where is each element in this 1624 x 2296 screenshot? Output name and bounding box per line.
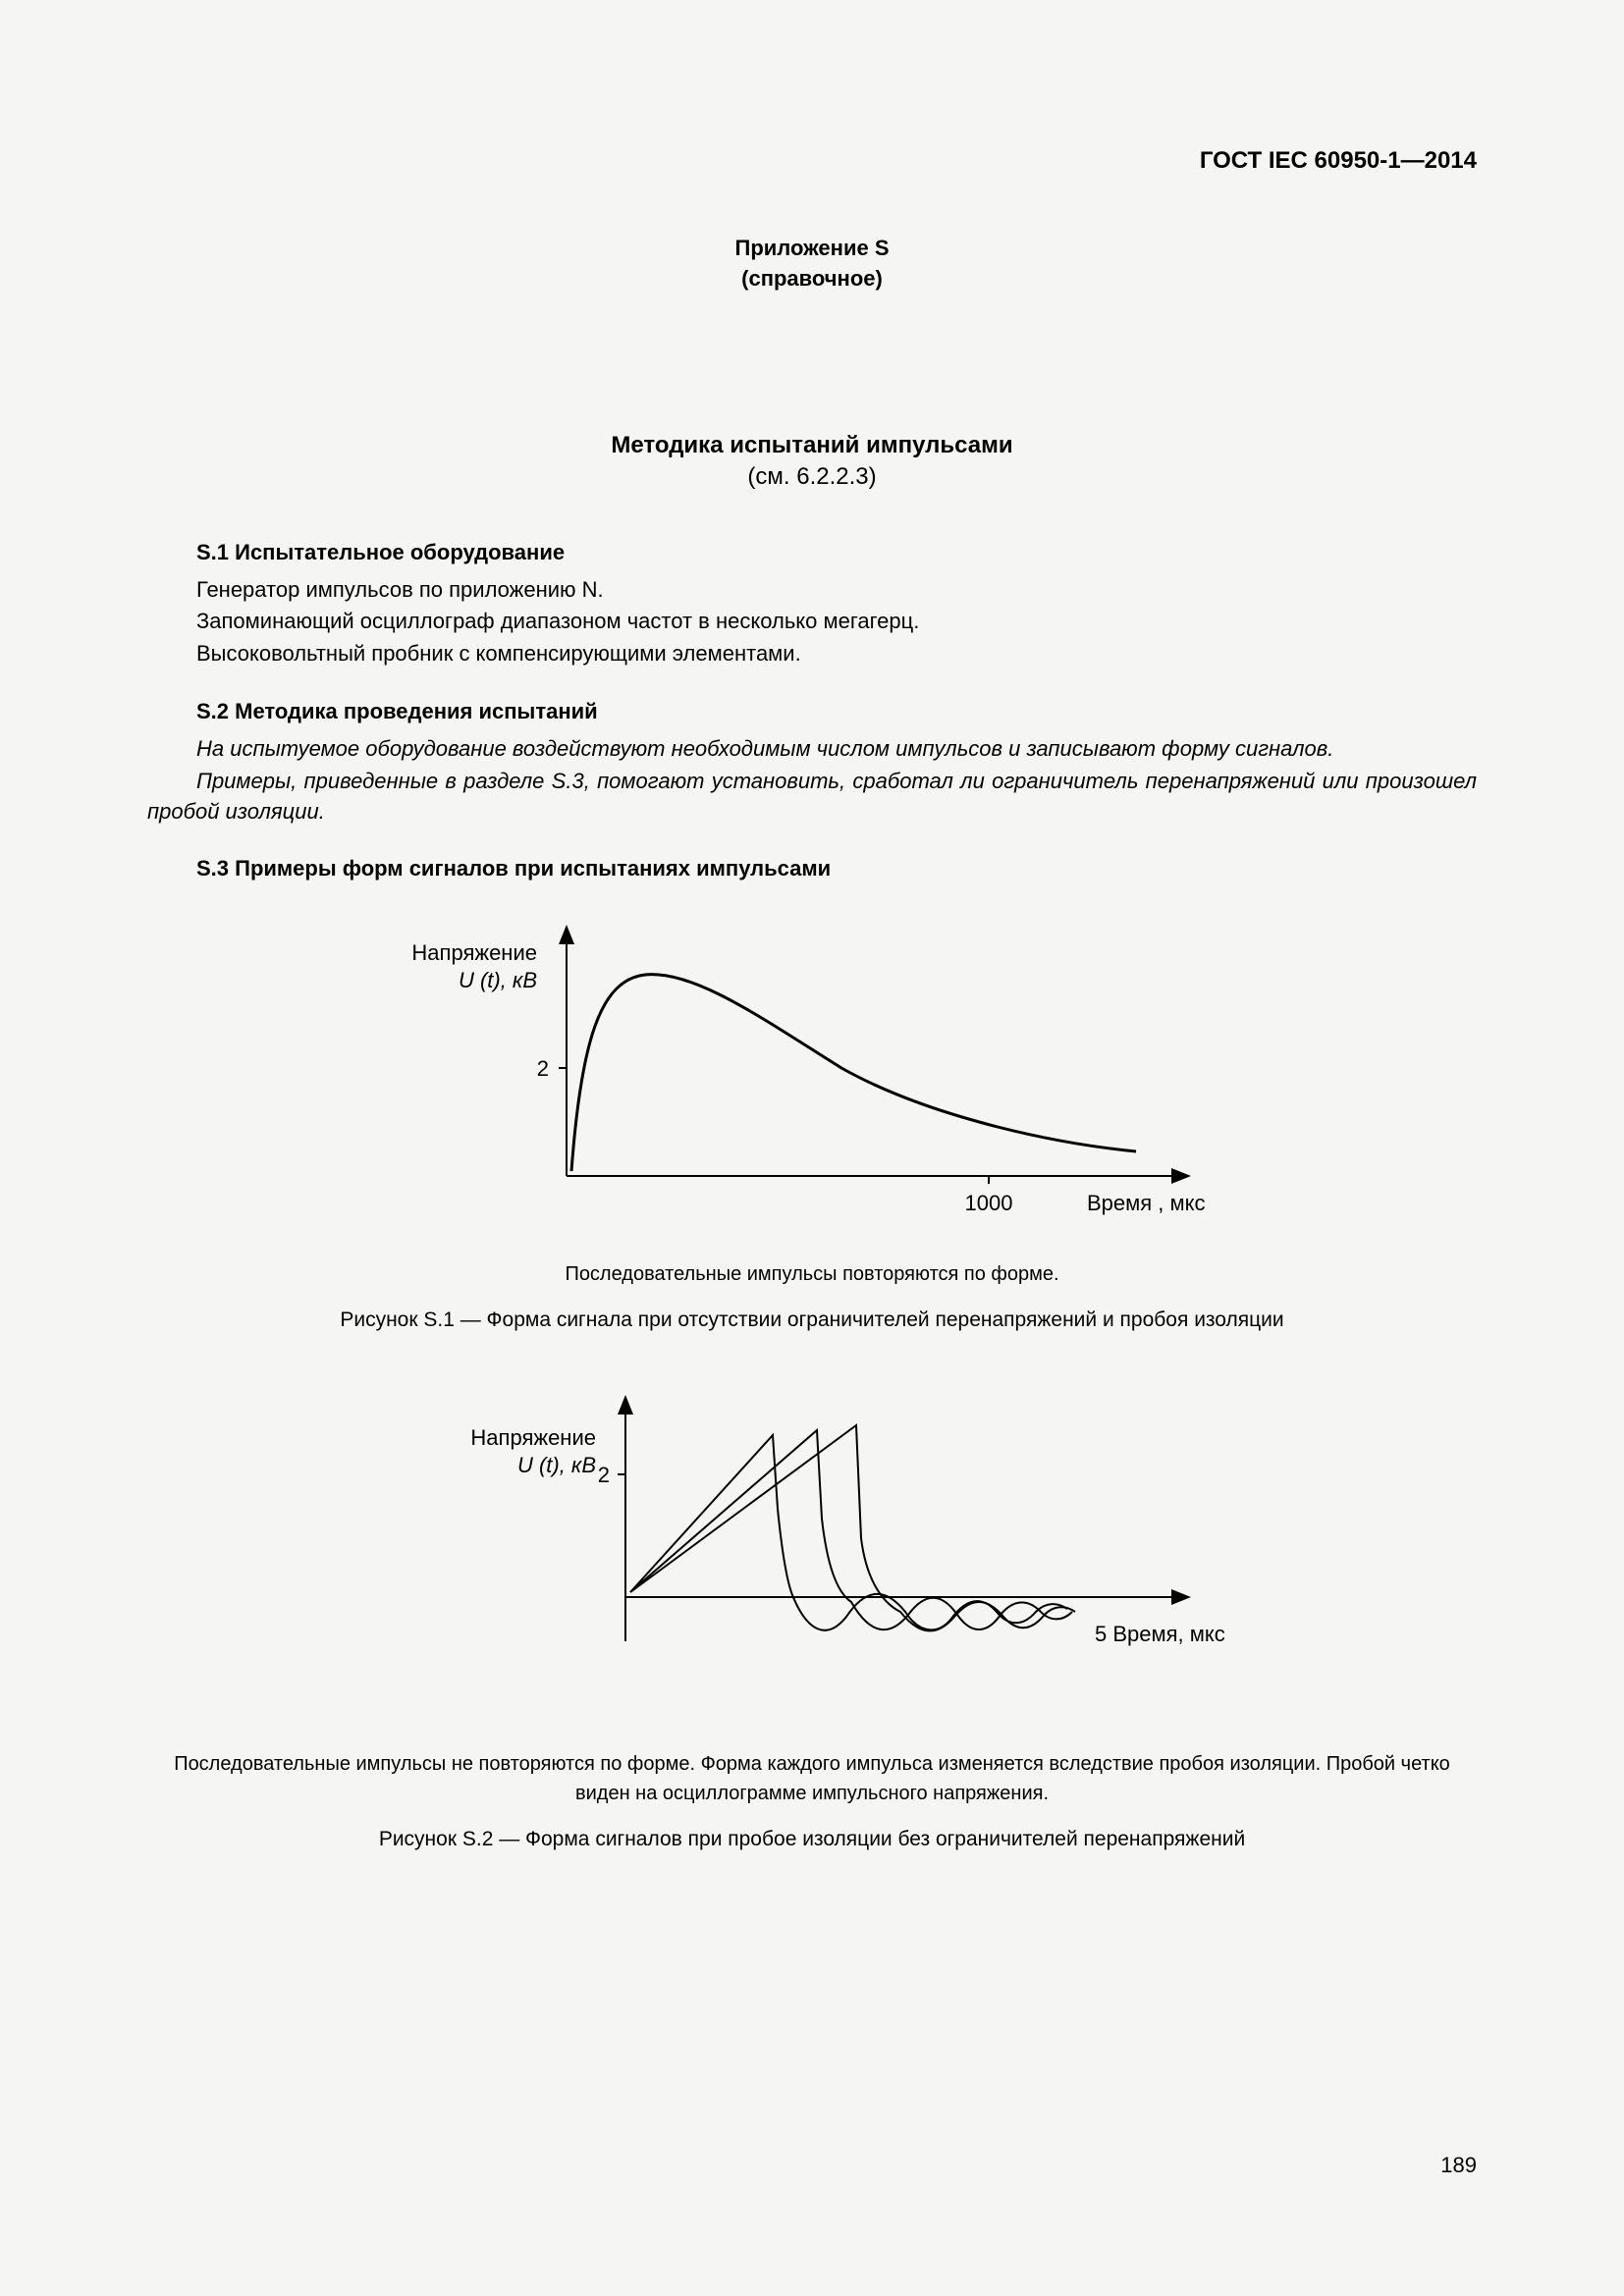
svg-text:U (t), кВ: U (t), кВ [459, 968, 537, 992]
s2-heading: S.2 Методика проведения испытаний [147, 699, 1477, 724]
svg-text:2: 2 [537, 1056, 549, 1081]
figure-s1: 2 1000 Напряжение U (t), кВ Время , мкс [147, 921, 1477, 1240]
svg-text:Время , мкс: Время , мкс [1087, 1191, 1206, 1215]
s1-p3: Высоковольтный пробник с компенсирующими… [147, 639, 1477, 669]
figure-s1-svg: 2 1000 Напряжение U (t), кВ Время , мкс [370, 921, 1254, 1235]
page-container: ГОСТ IEC 60950-1—2014 Приложение S (спра… [0, 0, 1624, 2296]
svg-text:U (t), кВ: U (t), кВ [517, 1453, 596, 1477]
svg-text:5 Время, мкс: 5 Время, мкс [1095, 1622, 1225, 1646]
s1-heading: S.1 Испытательное оборудование [147, 540, 1477, 565]
figure-s1-caption: Последовательные импульсы повторяются по… [147, 1259, 1477, 1289]
s1-p2: Запоминающий осциллограф диапазоном част… [147, 607, 1477, 637]
main-subtitle: (см. 6.2.2.3) [147, 463, 1477, 491]
standard-header: ГОСТ IEC 60950-1—2014 [147, 147, 1477, 175]
figure-s2-caption: Последовательные импульсы не повторяются… [147, 1749, 1477, 1808]
s3-heading: S.3 Примеры форм сигналов при испытаниях… [147, 856, 1477, 881]
figure-s2-title: Рисунок S.2 — Форма сигналов при пробое … [147, 1828, 1477, 1851]
s1-p1: Генератор импульсов по приложению N. [147, 575, 1477, 606]
svg-text:Напряжение: Напряжение [411, 940, 537, 965]
figure-s2: 2Напряжение U (t), кВ 5 Время, мкс [147, 1391, 1477, 1730]
svg-text:2: 2 [598, 1463, 610, 1487]
annex-line2: (справочное) [147, 264, 1477, 294]
s2-p1-text: На испытуемое оборудование воздействуют … [196, 736, 1333, 761]
svg-text:Напряжение: Напряжение [470, 1425, 596, 1450]
figure-s1-title: Рисунок S.1 — Форма сигнала при отсутств… [147, 1308, 1477, 1332]
page-number: 189 [1440, 2153, 1477, 2178]
s2-p2-text: Примеры, приведенные в разделе S.3, помо… [147, 769, 1477, 824]
s2-p1: На испытуемое оборудование воздействуют … [147, 734, 1477, 765]
annex-line1: Приложение S [147, 234, 1477, 264]
figure-s2-svg: 2Напряжение U (t), кВ 5 Время, мкс [370, 1391, 1254, 1725]
svg-text:1000: 1000 [965, 1191, 1013, 1215]
main-title: Методика испытаний импульсами [147, 432, 1477, 459]
s2-p2: Примеры, приведенные в разделе S.3, помо… [147, 767, 1477, 828]
annex-title: Приложение S (справочное) [147, 234, 1477, 294]
